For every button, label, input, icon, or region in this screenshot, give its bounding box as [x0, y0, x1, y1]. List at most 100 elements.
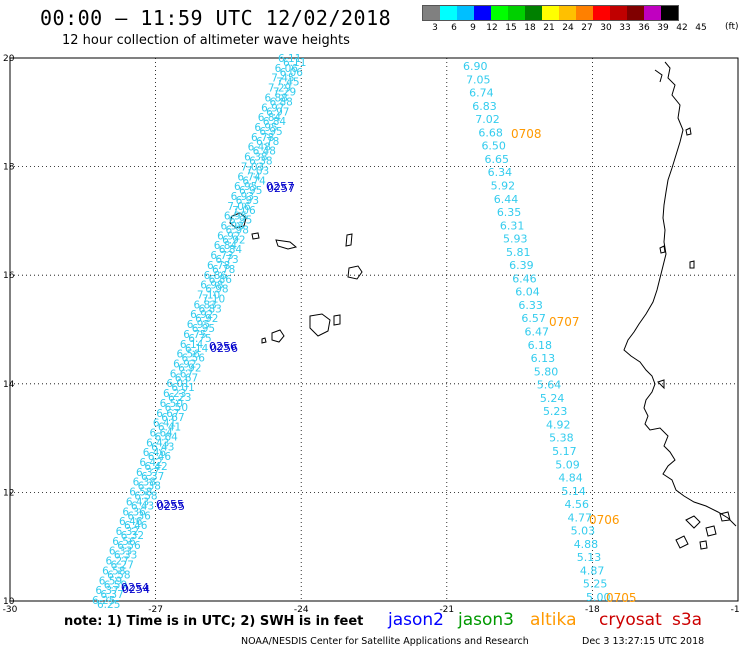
left-track-value: 6.78 — [256, 136, 279, 148]
grid-lines — [9, 57, 739, 602]
left-track-value: 6.75 — [188, 333, 211, 345]
left-track-value: 6.92 — [217, 230, 240, 242]
right-track-value: 5.23 — [543, 405, 568, 418]
left-track-value: 6.92 — [222, 234, 245, 246]
right-track-value: 6.68 — [478, 126, 503, 139]
right-track-value: 6.90 — [463, 60, 488, 73]
right-track-value: 4.56 — [564, 498, 589, 511]
island-brava — [261, 337, 267, 344]
left-track-value: 6.33 — [109, 546, 132, 558]
left-track-value: 6.25 — [92, 595, 115, 607]
left-track-value: 7.06 — [227, 201, 251, 213]
left-track-value: 6.67 — [175, 372, 198, 384]
right-track-value: 6.44 — [494, 193, 519, 206]
left-track-value: 6.56 — [182, 353, 206, 365]
left-track-value: 6.06 — [280, 67, 304, 79]
legend-swatch — [644, 6, 661, 20]
right-track-value: 7.05 — [466, 73, 491, 86]
left-track-value: 6.37 — [95, 585, 118, 597]
left-track-value: 6.75 — [183, 329, 206, 341]
left-track-value: 7.29 — [268, 83, 291, 95]
right-track-value: 6.83 — [472, 100, 497, 113]
legend-label: 24 — [562, 23, 574, 33]
left-track-value: 6.92 — [173, 358, 196, 370]
left-track-value: 6.58 — [107, 569, 130, 581]
left-track-value: 6.93 — [231, 191, 254, 203]
left-track-value: 6.38 — [138, 481, 161, 493]
y-tick-label: 14 — [3, 380, 15, 390]
x-tick-label: -18 — [585, 605, 600, 615]
canary-coast-detail — [654, 69, 663, 83]
left-track-value: 7.03 — [241, 161, 264, 173]
left-track-value: 6.95 — [254, 122, 277, 134]
left-track-value: 6.43 — [126, 496, 149, 508]
x-tick-label: -30 — [3, 605, 18, 615]
left-time-label-echo: 0254 — [122, 583, 150, 596]
legend-swatch — [474, 6, 491, 20]
left-track-value: 6.92 — [178, 362, 201, 374]
color-legend: 3 6 9 12 15 18 21 24 27 30 33 36 39 42 45 (ft) — [422, 5, 739, 35]
left-track-value: 6.38 — [244, 152, 267, 164]
right-track-value: 6.35 — [497, 206, 522, 219]
legend-swatch — [610, 6, 627, 20]
map-frame — [9, 57, 739, 602]
legend-swatch — [542, 6, 559, 20]
left-track-value: 6.78 — [251, 132, 274, 144]
left-track-value: 6.67 — [161, 412, 184, 424]
left-time-label: 0257 — [266, 180, 294, 193]
left-track-value: 6.43 — [146, 437, 169, 449]
right-track-value: 5.09 — [555, 458, 580, 471]
left-track-value: 6.06 — [275, 63, 299, 75]
island-sao-vicente — [251, 232, 260, 240]
left-track-value: 6.41 — [153, 418, 176, 430]
legend-swatch — [661, 6, 678, 20]
left-track-value: 6.88 — [264, 92, 287, 104]
africa-coastline — [623, 61, 737, 527]
left-track-value: 6.56 — [177, 349, 201, 361]
legend-swatch — [491, 6, 508, 20]
left-track-value: 6.78 — [207, 260, 230, 272]
left-track-value: 6.37 — [141, 471, 164, 483]
left-track-value: 6.58 — [129, 487, 152, 499]
left-track-value: 6.42 — [139, 457, 162, 469]
left-track-value: 6.14 — [180, 339, 204, 351]
left-track-value: 6.56 — [112, 536, 136, 548]
legend-label: 45 — [695, 23, 707, 33]
left-track-value: 7.06 — [232, 205, 256, 217]
right-track-value: 6.57 — [521, 312, 546, 325]
left-track-value: 6.25 — [97, 599, 120, 611]
left-track-value: 6.01 — [171, 382, 194, 394]
left-track-value: 6.27 — [111, 560, 134, 572]
island-sal — [345, 233, 353, 247]
right-track-value: 4.88 — [574, 538, 599, 551]
left-track-value: 6.74 — [242, 175, 266, 187]
bijagos-islands — [675, 511, 731, 550]
map-title: 00:00 – 11:59 UTC 12/02/2018 — [40, 6, 392, 30]
legend-swatch — [627, 6, 644, 20]
left-track-value: 6.88 — [269, 96, 292, 108]
legend-label: 42 — [676, 23, 688, 33]
left-track-value: 6.50 — [160, 398, 183, 410]
left-time-label-echo: 0255 — [157, 500, 185, 513]
legend-swatch — [440, 6, 457, 20]
left-track-value: 6.46 — [119, 516, 143, 528]
left-track-value: 6.58 — [102, 565, 125, 577]
left-track-value: 6.95 — [187, 319, 210, 331]
right-track-value: 5.03 — [571, 525, 596, 538]
right-time-label: 0705 — [606, 591, 637, 605]
axis-ticks: -30 -27 -24 -21 -18 -15 20 18 16 14 12 10 — [3, 54, 740, 615]
left-track-value: 6.98 — [200, 280, 223, 292]
left-track-value: 6.83 — [198, 303, 221, 315]
left-track-value: 6.84 — [258, 112, 282, 124]
left-track-value: 6.64 — [154, 431, 178, 443]
legend-unit: (ft) — [725, 22, 739, 32]
legend-swatch — [525, 6, 542, 20]
legend-label: 6 — [451, 23, 457, 33]
left-track-value: 6.97 — [266, 106, 289, 118]
x-tick-label: -24 — [294, 605, 309, 615]
left-track-value: 6.48 — [248, 142, 271, 154]
left-track-value: 6.23 — [163, 388, 186, 400]
left-track-value: 6.43 — [131, 500, 154, 512]
right-track-value: 5.00 — [586, 591, 611, 604]
